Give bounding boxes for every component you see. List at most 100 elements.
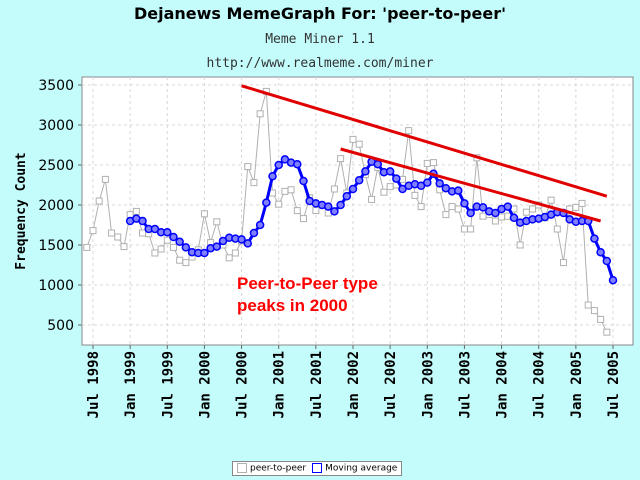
point-peer-to-peer xyxy=(559,259,567,267)
point-peer-to-peer xyxy=(368,195,376,203)
point-peer-to-peer xyxy=(603,328,611,336)
point-moving-average xyxy=(460,199,469,208)
point-moving-average xyxy=(596,247,605,257)
point-peer-to-peer xyxy=(157,245,165,253)
trend-lines xyxy=(241,84,608,223)
point-peer-to-peer xyxy=(597,315,605,323)
legend-item-moving-average: Moving average xyxy=(312,463,397,474)
point-moving-average xyxy=(169,232,178,242)
x-tick-label: Jul 2002 xyxy=(383,351,399,418)
point-peer-to-peer xyxy=(176,256,184,264)
point-peer-to-peer xyxy=(380,188,388,196)
point-peer-to-peer xyxy=(411,191,419,199)
point-peer-to-peer xyxy=(547,196,555,204)
y-tick-label: 2500 xyxy=(38,158,74,174)
x-tick-label: Jan 2000 xyxy=(197,351,213,418)
point-moving-average xyxy=(602,256,612,266)
x-tick-label: Jul 1998 xyxy=(86,351,102,418)
point-moving-average xyxy=(385,167,395,176)
trend-line xyxy=(241,84,608,198)
point-moving-average xyxy=(249,228,259,238)
x-tick-label: Jul 2003 xyxy=(457,351,473,418)
point-peer-to-peer xyxy=(386,183,394,191)
point-peer-to-peer xyxy=(256,110,264,118)
point-peer-to-peer xyxy=(163,236,171,244)
point-moving-average xyxy=(299,176,308,186)
point-moving-average xyxy=(293,159,302,169)
point-peer-to-peer xyxy=(182,259,190,267)
legend-swatch-moving-average xyxy=(312,463,323,473)
x-tick-label: Jul 2004 xyxy=(532,351,548,418)
point-moving-average xyxy=(354,175,364,185)
trend-line xyxy=(340,147,602,223)
x-tick-label: Jan 2004 xyxy=(495,351,511,418)
point-moving-average xyxy=(200,248,209,258)
point-peer-to-peer xyxy=(405,127,413,135)
point-moving-average xyxy=(336,200,345,210)
point-peer-to-peer xyxy=(244,163,252,171)
point-moving-average xyxy=(478,203,488,212)
x-tick-label: Jan 2001 xyxy=(272,351,288,418)
y-axis: 500 1000 1500 2000 2500 3000 3500 xyxy=(38,78,82,334)
point-moving-average xyxy=(453,186,463,195)
point-moving-average xyxy=(175,237,184,247)
point-moving-average xyxy=(262,198,271,207)
point-peer-to-peer xyxy=(584,301,592,309)
x-tick-label: Jan 2005 xyxy=(569,351,585,418)
point-peer-to-peer xyxy=(101,175,109,183)
point-moving-average xyxy=(255,220,265,230)
point-peer-to-peer xyxy=(312,207,320,215)
point-peer-to-peer xyxy=(417,203,425,211)
point-moving-average xyxy=(237,235,246,244)
point-peer-to-peer xyxy=(120,243,128,251)
point-peer-to-peer xyxy=(448,203,456,211)
legend-label-raw: peer-to-peer xyxy=(250,463,307,474)
point-peer-to-peer xyxy=(578,199,586,207)
point-peer-to-peer xyxy=(491,217,499,225)
point-moving-average xyxy=(423,178,432,187)
point-moving-average xyxy=(243,239,253,248)
annotation-line-1: Peer-to-Peer type xyxy=(237,274,378,293)
point-peer-to-peer xyxy=(275,200,283,208)
point-peer-to-peer xyxy=(330,185,338,193)
point-moving-average xyxy=(212,242,222,251)
point-moving-average xyxy=(274,160,283,170)
annotation-line-2: peaks in 2000 xyxy=(237,296,348,315)
point-peer-to-peer xyxy=(553,225,561,233)
x-tick-label: Jan 2002 xyxy=(346,351,362,418)
point-peer-to-peer xyxy=(479,212,487,220)
point-peer-to-peer xyxy=(89,227,97,235)
point-moving-average xyxy=(392,174,401,183)
chart-subtitle-app: Meme Miner 1.1 xyxy=(265,32,375,47)
point-peer-to-peer xyxy=(529,205,537,213)
y-tick-label: 3500 xyxy=(38,78,74,94)
point-peer-to-peer xyxy=(287,186,295,194)
point-peer-to-peer xyxy=(498,213,506,221)
y-tick-label: 2000 xyxy=(38,198,74,214)
legend-swatch-raw xyxy=(237,463,247,473)
x-tick-label: Jan 1999 xyxy=(123,351,139,418)
x-axis: Jul 1998 Jan 1999 Jul 1999 Jan 2000 Jul 2000… xyxy=(86,345,622,418)
point-moving-average xyxy=(323,202,333,211)
x-tick-label: Jul 2001 xyxy=(309,351,325,418)
point-moving-average xyxy=(590,234,599,243)
point-moving-average xyxy=(435,179,444,188)
point-peer-to-peer xyxy=(200,210,208,218)
point-moving-average xyxy=(361,167,370,176)
point-moving-average xyxy=(138,216,147,226)
point-moving-average xyxy=(330,207,339,216)
point-peer-to-peer xyxy=(151,249,159,257)
x-tick-label: Jul 2000 xyxy=(235,351,251,418)
point-peer-to-peer xyxy=(114,233,122,241)
point-moving-average xyxy=(503,202,513,211)
y-tick-label: 1000 xyxy=(38,278,74,294)
x-tick-label: Jan 2003 xyxy=(420,351,436,418)
y-tick-label: 1500 xyxy=(38,238,74,254)
legend-item-raw: peer-to-peer xyxy=(237,463,306,474)
point-peer-to-peer xyxy=(293,207,301,215)
point-moving-average xyxy=(466,208,475,218)
x-tick-label: Jul 1999 xyxy=(160,351,176,418)
point-peer-to-peer xyxy=(299,215,307,223)
chart-title: Dejanews MemeGraph For: 'peer-to-peer' xyxy=(133,4,506,23)
point-peer-to-peer xyxy=(95,197,103,205)
